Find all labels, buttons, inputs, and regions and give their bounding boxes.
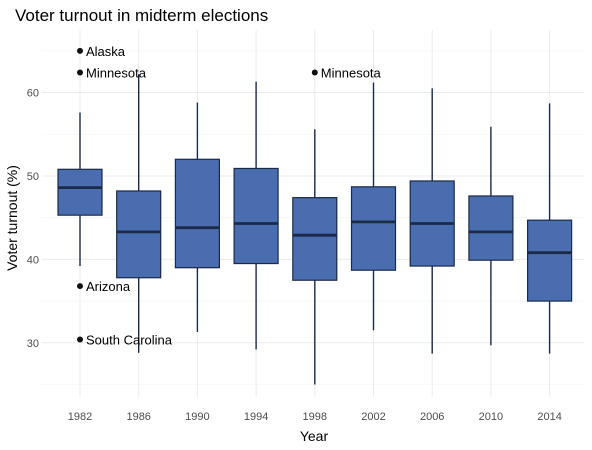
box-1994 bbox=[233, 167, 279, 265]
y-axis-title: Voter turnout (%) bbox=[4, 165, 20, 271]
box-1998 bbox=[292, 197, 338, 281]
x-tick-label: 2014 bbox=[537, 411, 561, 423]
outlier-point bbox=[77, 283, 83, 290]
x-tick-label: 1982 bbox=[68, 411, 92, 423]
x-tick-label: 1990 bbox=[185, 411, 209, 423]
outlier-label: South Carolina bbox=[86, 332, 173, 347]
y-tick-label: 40 bbox=[27, 254, 39, 266]
box-layer bbox=[57, 74, 573, 385]
y-tick-label: 50 bbox=[27, 171, 39, 183]
outlier-label: Arizona bbox=[86, 279, 131, 294]
x-tick-label: 1994 bbox=[244, 411, 268, 423]
outlier-label: Minnesota bbox=[321, 66, 382, 81]
box-1990 bbox=[174, 158, 220, 269]
box-2010 bbox=[468, 195, 514, 261]
y-tick-label: 30 bbox=[27, 338, 39, 350]
x-tick-label: 2010 bbox=[479, 411, 503, 423]
chart-title: Voter turnout in midterm elections bbox=[15, 6, 268, 25]
box-2002 bbox=[350, 186, 397, 271]
x-tick-label: 1998 bbox=[303, 411, 327, 423]
outlier-point bbox=[311, 69, 318, 76]
x-tick-label: 2002 bbox=[361, 411, 385, 423]
x-tick-label: 1986 bbox=[126, 411, 150, 423]
outlier-label: Alaska bbox=[86, 44, 126, 59]
box-1986 bbox=[116, 190, 162, 279]
x-tick-label: 2006 bbox=[420, 411, 444, 423]
box-2014 bbox=[526, 219, 573, 302]
outlier-label: Minnesota bbox=[86, 66, 147, 81]
outlier-layer: Alaska Minnesota Arizona South Carolina Minn… bbox=[77, 44, 382, 347]
y-tick-label: 60 bbox=[27, 88, 39, 100]
outlier-point bbox=[77, 47, 83, 54]
outlier-point bbox=[77, 336, 83, 343]
box-1982 bbox=[57, 168, 103, 216]
x-axis-title: Year bbox=[300, 428, 329, 444]
tick-label-layer: 30 40 50 60 1982 1986 1990 1994 1998 2002 2006 2010… bbox=[27, 88, 562, 423]
outlier-point bbox=[77, 69, 83, 76]
